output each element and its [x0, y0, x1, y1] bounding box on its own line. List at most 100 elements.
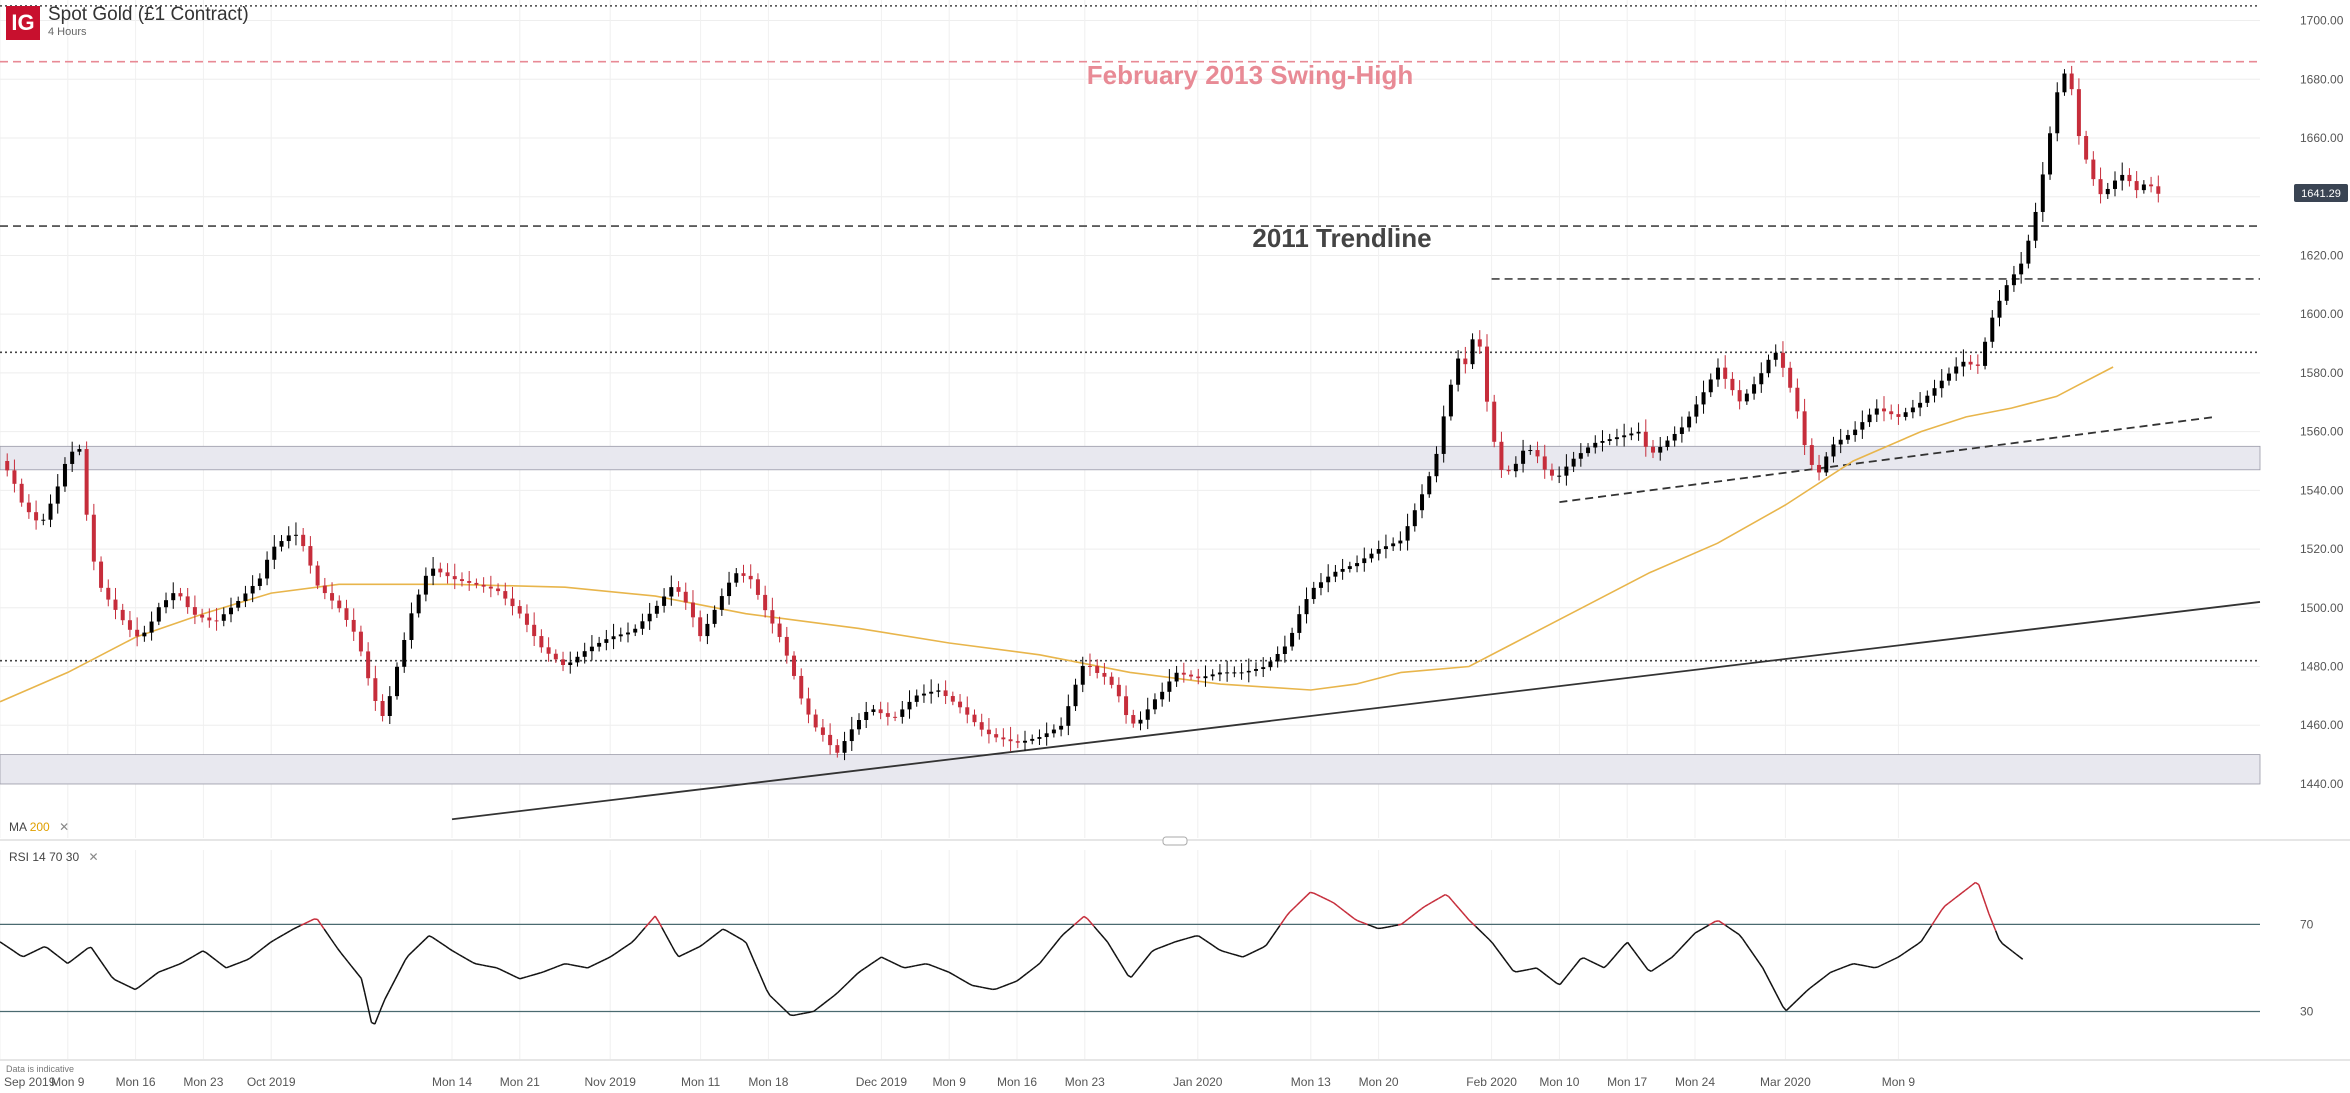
rsi-line-segment	[1573, 962, 1578, 969]
rsi-line-segment	[573, 964, 578, 967]
rsi-indicator-legend[interactable]: RSI 14 70 30 ✕	[9, 850, 99, 864]
rsi-line-segment	[1735, 931, 1740, 936]
rsi-line-segment	[833, 992, 838, 997]
candle-body	[885, 713, 890, 717]
rsi-line-segment	[131, 987, 136, 991]
candle-body	[1701, 392, 1706, 405]
candle-body	[214, 620, 219, 622]
rsi-line-segment	[1407, 915, 1412, 920]
rsi-line-segment	[533, 973, 538, 976]
candle-body	[2149, 184, 2154, 187]
rsi-line-segment	[1620, 944, 1625, 950]
candle-body	[279, 541, 284, 547]
candle-body	[1867, 414, 1872, 423]
x-tick-label-2: Mon 16	[116, 1075, 156, 1089]
rsi-line-segment	[1792, 1000, 1797, 1005]
ma-indicator-legend[interactable]: MA 200 ✕	[9, 820, 69, 834]
candle-body	[589, 646, 594, 652]
rsi-line-segment	[1232, 953, 1237, 956]
candle-body	[1882, 408, 1887, 412]
rsi-line-segment	[404, 954, 410, 961]
rsi-line-segment	[630, 938, 636, 944]
rsi-line-segment	[580, 965, 585, 969]
rsi-line-segment	[40, 946, 45, 950]
candle-body	[2062, 73, 2067, 93]
rsi-line-segment	[1417, 908, 1423, 912]
rsi-line-segment	[1704, 924, 1710, 928]
rsi-line-segment	[708, 936, 713, 941]
rsi-line-segment	[1991, 922, 1997, 932]
rsi-line-segment	[175, 963, 180, 967]
rsi-line-segment	[1272, 930, 1278, 936]
candle-body	[1109, 676, 1114, 685]
pane-resize-handle	[1162, 836, 1188, 846]
rsi-line-segment	[1846, 963, 1851, 967]
rsi-line-segment	[1741, 938, 1747, 944]
rsi-line-segment	[759, 973, 764, 983]
candle-body	[1780, 352, 1785, 368]
rsi-line-segment	[2001, 943, 2007, 947]
rsi-line-segment	[894, 962, 899, 966]
rsi-line-segment	[1522, 969, 1527, 972]
candle-body	[640, 621, 645, 629]
rsi-line-segment	[1404, 918, 1409, 923]
rsi-line-segment	[144, 979, 150, 983]
x-tick-label-18: Mon 10	[1539, 1075, 1579, 1089]
rsi-line-segment	[134, 986, 139, 991]
candle-body	[676, 587, 681, 592]
rsi-line-segment	[1127, 974, 1132, 978]
rsi-line-segment	[384, 992, 389, 1000]
candle-body	[893, 716, 898, 718]
rsi-line-segment	[499, 968, 504, 972]
candle-body	[517, 606, 522, 614]
candle-body	[1015, 741, 1020, 743]
rsi-line-segment	[624, 944, 629, 948]
rsi-line-segment	[367, 1007, 373, 1023]
rsi-line-segment	[165, 967, 170, 971]
candle-body	[373, 678, 378, 701]
candle-body	[2091, 159, 2096, 180]
rsi-line-segment	[114, 979, 119, 982]
rsi-line-segment	[748, 950, 754, 959]
rsi-line-segment	[1857, 963, 1861, 966]
rsi-line-segment	[887, 959, 892, 963]
rsi-line-segment	[1745, 942, 1750, 949]
rsi-line-segment	[1768, 980, 1774, 988]
rsi-line-segment	[171, 964, 176, 968]
candle-body	[2105, 188, 2110, 195]
rsi-line-segment	[1512, 969, 1517, 973]
support-zone-0	[0, 445, 2261, 471]
candle-body	[1448, 384, 1453, 417]
rsi-line-segment	[705, 939, 710, 943]
candle-body	[1766, 359, 1771, 374]
candle-body	[2048, 133, 2053, 175]
candle-body	[1239, 672, 1244, 674]
rsi-line-segment	[641, 927, 646, 933]
rsi-line-segment	[1066, 927, 1071, 932]
candle-body	[965, 707, 970, 715]
rsi-line-segment	[178, 962, 183, 965]
rsi-line-segment	[1438, 895, 1443, 900]
rsi-close-icon[interactable]: ✕	[88, 850, 99, 864]
rsi-line-segment	[634, 935, 639, 940]
rsi-line-segment	[353, 969, 359, 975]
candle-body	[561, 659, 566, 665]
candle-body	[1860, 422, 1865, 430]
candle-body	[1333, 571, 1338, 577]
ma-close-icon[interactable]: ✕	[59, 820, 70, 834]
candle-body	[539, 636, 544, 648]
x-tick-label-13: Mon 23	[1065, 1075, 1105, 1089]
rsi-line-segment	[73, 955, 79, 960]
rsi-line-segment	[1904, 950, 1909, 954]
rsi-line-segment	[556, 964, 561, 968]
rsi-line-segment	[60, 957, 65, 962]
rsi-line-segment	[110, 976, 116, 981]
rsi-line-segment	[50, 949, 55, 954]
rsi-line-segment	[1488, 938, 1494, 944]
rsi-line-segment	[1606, 960, 1612, 966]
candle-body	[1059, 725, 1064, 730]
rsi-line-segment	[326, 933, 332, 940]
candle-body	[1268, 661, 1273, 668]
y-tick-label-13: 1700.00	[2300, 14, 2344, 28]
